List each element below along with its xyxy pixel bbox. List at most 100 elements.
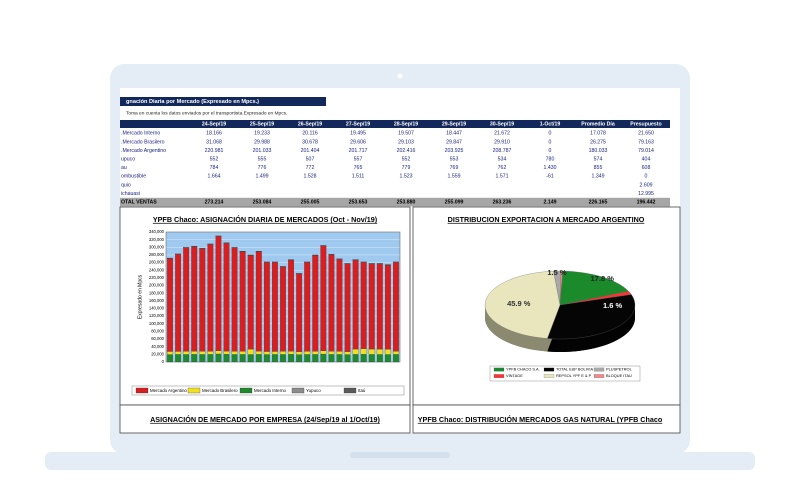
legend-label: Mercado Interno bbox=[254, 388, 287, 393]
table-cell: 608 bbox=[642, 165, 651, 171]
laptop-base bbox=[45, 452, 755, 470]
pie-slice bbox=[559, 270, 629, 306]
column-header: 26-Sep/19 bbox=[298, 122, 322, 128]
y-tick-label: 140,000 bbox=[149, 306, 165, 311]
pie-slice bbox=[484, 270, 561, 339]
bar-segment bbox=[384, 264, 391, 350]
pie-value-label: 1.6 % bbox=[603, 301, 623, 310]
table-cell: 208.787 bbox=[493, 148, 512, 154]
table-cell: 776 bbox=[258, 165, 267, 171]
bar-segment bbox=[167, 351, 173, 355]
section-title: YPFB Chaco: DISTRIBUCIÓN MERCADOS GAS NA… bbox=[418, 415, 663, 424]
bar-segment bbox=[288, 259, 294, 352]
table-cell: 552 bbox=[402, 156, 411, 162]
y-tick-label: 40,000 bbox=[151, 344, 164, 349]
table-cell: 1.664 bbox=[208, 174, 221, 180]
table-cell: 1.528 bbox=[304, 174, 317, 180]
table-cell: 226.165 bbox=[589, 199, 608, 205]
bar-segment bbox=[223, 243, 230, 352]
y-tick-label: 260,000 bbox=[149, 260, 165, 265]
table-cell: 2.149 bbox=[544, 199, 557, 205]
y-tick-label: 200,000 bbox=[149, 283, 165, 288]
legend-label: Mercado Argentino bbox=[150, 388, 187, 393]
bar-segment bbox=[336, 351, 343, 355]
table-note: Toma en cuenta los datos enviados por el… bbox=[126, 110, 287, 116]
legend-label: BLOQUE ITAU bbox=[606, 373, 632, 378]
bar-segment bbox=[352, 354, 359, 363]
camera bbox=[397, 73, 403, 79]
bar-segment bbox=[247, 354, 254, 363]
legend-box bbox=[131, 385, 405, 396]
table-cell: 1.349 bbox=[592, 174, 605, 180]
row-label: quio bbox=[121, 182, 131, 188]
table-cell: 253.880 bbox=[397, 199, 416, 205]
table-cell: 79.163 bbox=[638, 139, 654, 145]
legend-label: Mercado Brasilero bbox=[202, 388, 238, 393]
bar-segment bbox=[263, 354, 270, 363]
table-title: gnación Diaria por Mercado (Expresado en… bbox=[126, 99, 259, 105]
y-tick-label: 220,000 bbox=[149, 275, 165, 280]
table-cell: 404 bbox=[642, 156, 651, 162]
table-cell: 20.116 bbox=[302, 131, 318, 137]
table-cell: 772 bbox=[306, 165, 315, 171]
bar-segment bbox=[183, 247, 190, 352]
y-tick-label: 60,000 bbox=[151, 336, 164, 341]
table-cell: 29.103 bbox=[398, 139, 414, 145]
bar-segment bbox=[183, 351, 190, 355]
pie-slice-side bbox=[485, 305, 548, 352]
bar-segment bbox=[255, 251, 262, 352]
row-label: ichauasi bbox=[121, 191, 140, 197]
bar-segment bbox=[393, 354, 399, 363]
table-cell: 31.068 bbox=[206, 139, 222, 145]
table-cell: 1.511 bbox=[352, 174, 365, 180]
bar-segment bbox=[328, 354, 335, 363]
bar-segment bbox=[328, 351, 335, 355]
bar-segment bbox=[304, 354, 311, 363]
column-header: Presupuesto bbox=[630, 122, 661, 128]
table-cell: 180.033 bbox=[589, 148, 608, 154]
table-cell: 769 bbox=[450, 165, 459, 171]
legend-label: TOTAL E&P BOLIVIA bbox=[556, 367, 593, 372]
bar-segment bbox=[384, 354, 391, 363]
legend-swatch bbox=[135, 387, 149, 394]
table-cell: 201.717 bbox=[349, 148, 368, 154]
y-tick-label: 160,000 bbox=[149, 298, 165, 303]
row-label: .Mercado Interno bbox=[121, 131, 160, 137]
bar-segment bbox=[223, 351, 230, 355]
bar-segment bbox=[320, 353, 327, 363]
bar-segment bbox=[393, 351, 399, 355]
legend-swatch bbox=[593, 374, 605, 378]
table-cell: 780 bbox=[546, 156, 555, 162]
bar-segment bbox=[376, 354, 383, 363]
bar-segment bbox=[199, 248, 206, 352]
bar-segment bbox=[296, 351, 303, 355]
bar-segment bbox=[167, 258, 173, 352]
bar-segment bbox=[199, 351, 206, 355]
table-cell: 29.847 bbox=[446, 139, 462, 145]
table-cell: 18.166 bbox=[206, 131, 222, 137]
bar-segment bbox=[336, 354, 343, 363]
y-tick-label: 20,000 bbox=[151, 351, 164, 356]
table-cell: 26.275 bbox=[590, 139, 606, 145]
bar-segment bbox=[280, 266, 286, 352]
legend-swatch bbox=[493, 367, 505, 372]
column-header: 1-Oct/19 bbox=[540, 122, 561, 128]
table-cell: 17.078 bbox=[590, 131, 606, 137]
legend-swatch bbox=[493, 374, 505, 378]
bar-segment bbox=[199, 354, 206, 363]
bar-segment bbox=[215, 350, 222, 355]
y-tick-label: 240,000 bbox=[149, 267, 165, 272]
bar-segment bbox=[175, 254, 182, 352]
table-cell: 0 bbox=[549, 139, 552, 145]
legend-swatch bbox=[239, 387, 253, 394]
bar-segment bbox=[368, 263, 375, 350]
bar-segment bbox=[344, 263, 351, 352]
bar-segment bbox=[207, 351, 214, 355]
table-cell: 2.609 bbox=[640, 182, 653, 188]
bar-segment bbox=[231, 247, 238, 352]
bar-segment bbox=[360, 348, 367, 355]
bar-segment bbox=[312, 354, 319, 363]
pie-slice bbox=[547, 294, 636, 340]
column-header: 28-Sep/19 bbox=[394, 122, 418, 128]
legend-label: VINTAGE bbox=[506, 373, 523, 378]
